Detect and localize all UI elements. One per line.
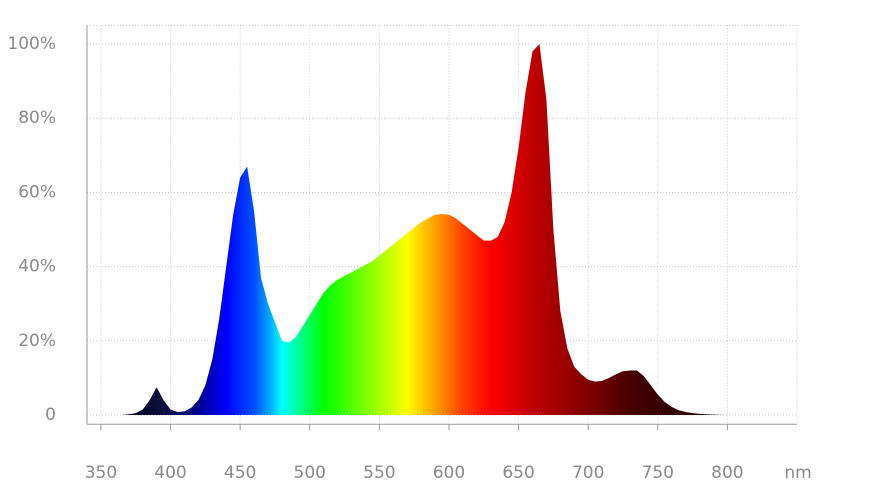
x-tick-label: 350	[85, 463, 117, 483]
y-tick-label: 80%	[18, 108, 56, 128]
x-tick-label: 400	[154, 463, 186, 483]
y-tick-label: 20%	[18, 331, 56, 351]
y-tick-label: 0	[45, 405, 56, 425]
x-axis-label: nm	[784, 463, 811, 483]
x-tick-label: 650	[502, 463, 534, 483]
x-tick-label: 750	[642, 463, 674, 483]
x-tick-label: 500	[294, 463, 326, 483]
spectrum-area	[121, 44, 728, 416]
y-tick-label: 60%	[18, 182, 56, 202]
x-tick-label: 600	[433, 463, 465, 483]
x-tick-label: 550	[363, 463, 395, 483]
x-tick-label: 800	[711, 463, 743, 483]
x-tick-label: 700	[572, 463, 604, 483]
x-tick-label: 450	[224, 463, 256, 483]
y-tick-label: 100%	[7, 34, 56, 54]
y-tick-label: 40%	[18, 257, 56, 277]
